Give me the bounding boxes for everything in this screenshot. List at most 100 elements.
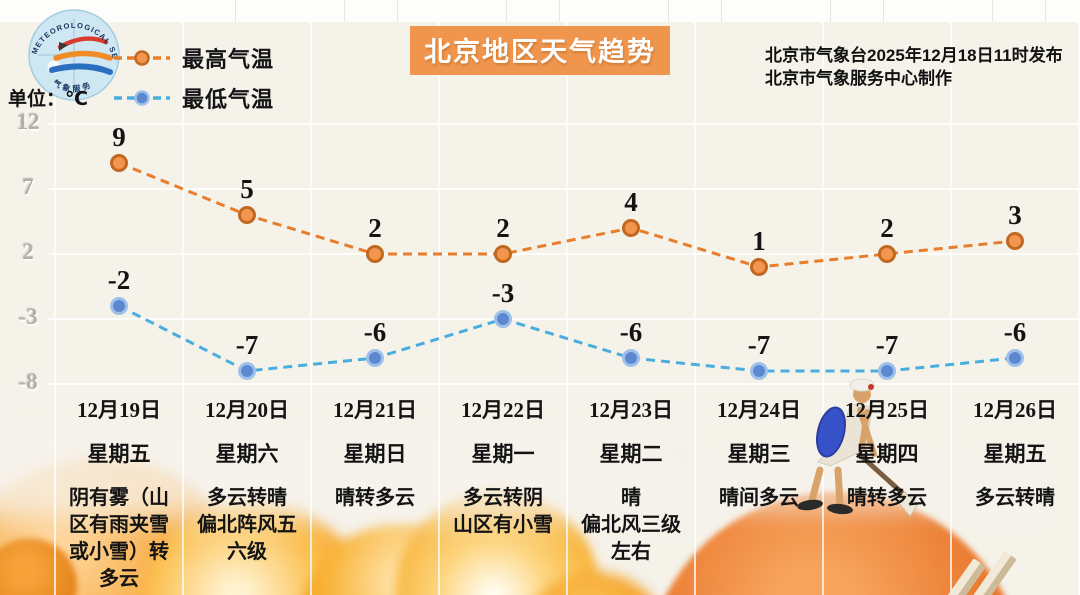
temp-value-label: -3 bbox=[492, 278, 515, 308]
logo-blue-swoosh bbox=[49, 63, 113, 75]
gridline bbox=[48, 318, 1080, 320]
legend-label: 最低气温 bbox=[182, 87, 275, 112]
figurine-leg bbox=[808, 466, 824, 504]
column-divider bbox=[438, 22, 440, 595]
day-date: 12月21日 bbox=[333, 398, 417, 422]
logo-arrow bbox=[59, 42, 68, 51]
temp-point bbox=[110, 154, 128, 172]
day-weekday: 星期五 bbox=[983, 443, 1047, 466]
temp-value-label: -2 bbox=[108, 265, 131, 295]
legend-swatch bbox=[114, 90, 170, 106]
day-weather: 晴 偏北风三级左右 bbox=[581, 487, 681, 563]
y-tick-label: -8 bbox=[18, 369, 38, 394]
top-strip-line bbox=[344, 0, 345, 22]
day-weekday: 星期二 bbox=[599, 443, 663, 466]
day-weather: 晴转多云 bbox=[335, 487, 415, 509]
temp-line bbox=[118, 304, 1016, 373]
top-strip-line bbox=[397, 0, 398, 22]
day-column: 12月23日 星期二晴 偏北风三级左右 bbox=[567, 394, 695, 593]
day-column: 12月21日 星期日晴转多云 bbox=[311, 394, 439, 593]
top-strip-line bbox=[559, 0, 560, 22]
temp-value-label: 2 bbox=[496, 213, 510, 243]
temp-value-label: -6 bbox=[1004, 317, 1027, 347]
temp-point bbox=[494, 310, 512, 328]
temp-point bbox=[1006, 232, 1024, 250]
figurine-shoe bbox=[797, 499, 823, 511]
gridline bbox=[48, 123, 1080, 125]
top-strip-line bbox=[883, 0, 884, 22]
temp-point bbox=[1006, 349, 1024, 367]
top-strip-line bbox=[992, 0, 993, 22]
day-weekday: 星期日 bbox=[343, 443, 407, 466]
temp-value-label: 1 bbox=[752, 226, 766, 256]
meteorological-service-logo: METEOROLOGICAL SERVICE 气象服务 bbox=[26, 7, 120, 101]
day-weekday: 星期一 bbox=[471, 443, 535, 466]
top-strip-line bbox=[721, 0, 722, 22]
day-columns: 12月19日 星期五 阴有雾（山区有雨夹雪或小雪）转多云 12月20日 星期六 多云转晴 … bbox=[55, 394, 1079, 593]
column-divider bbox=[822, 22, 824, 595]
legend-swatch bbox=[114, 50, 170, 66]
figurine-bag bbox=[816, 406, 846, 458]
day-column: 12月24日 星期三 晴间多云 bbox=[695, 394, 823, 593]
day-column: 12月22日 星期一多云转阴 山区有小雪 bbox=[439, 394, 567, 593]
temp-value-label: -6 bbox=[620, 317, 643, 347]
day-column: 12月20日 星期六 多云转晴 偏北阵风五六级 bbox=[183, 394, 311, 593]
day-date: 12月24日 bbox=[717, 398, 801, 422]
legend-item: 最低气温 bbox=[113, 82, 274, 114]
temp-point bbox=[238, 206, 256, 224]
temp-point bbox=[366, 245, 384, 263]
top-strip-line bbox=[235, 0, 236, 22]
gridline bbox=[48, 383, 1080, 385]
temp-point bbox=[494, 245, 512, 263]
day-date: 12月25日 bbox=[845, 398, 929, 422]
gridline bbox=[48, 188, 1080, 190]
gridline bbox=[48, 253, 1080, 255]
day-date: 12月22日 bbox=[461, 398, 545, 422]
temp-point bbox=[878, 245, 896, 263]
produced-line: 北京市气象服务中心制作 bbox=[765, 69, 952, 88]
temp-value-label: 4 bbox=[624, 187, 638, 217]
day-weekday: 星期三 bbox=[727, 443, 791, 466]
temp-value-label: -6 bbox=[364, 317, 387, 347]
legend-marker bbox=[134, 50, 150, 66]
temp-value-label: 3 bbox=[1008, 200, 1022, 230]
day-weather: 阴有雾（山区有雨夹雪或小雪）转多云 bbox=[69, 487, 169, 590]
temp-point bbox=[622, 349, 640, 367]
temp-value-label: 9 bbox=[112, 122, 126, 152]
hoe-handle bbox=[845, 441, 913, 503]
top-strip-line bbox=[668, 0, 669, 22]
figurine-cap bbox=[849, 378, 875, 392]
day-weather: 多云转晴 bbox=[975, 487, 1055, 509]
temp-point bbox=[366, 349, 384, 367]
column-divider bbox=[694, 22, 696, 595]
temp-value-label: 2 bbox=[368, 213, 382, 243]
temp-value-label: -7 bbox=[236, 330, 259, 360]
hoe-blade bbox=[897, 491, 919, 517]
chart-legend: 最高气温最低气温 bbox=[113, 42, 274, 122]
temp-point bbox=[238, 362, 256, 380]
legend-item: 最高气温 bbox=[113, 42, 274, 74]
temp-point bbox=[750, 258, 768, 276]
fog-overlay bbox=[0, 425, 660, 520]
column-divider bbox=[566, 22, 568, 595]
figurine-shoe bbox=[827, 503, 853, 515]
day-weather: 晴转多云 bbox=[847, 487, 927, 509]
figurine-cap-badge bbox=[868, 384, 874, 390]
day-weather: 多云转阴 山区有小雪 bbox=[453, 487, 553, 536]
day-column: 12月26日 星期五 多云转晴 bbox=[951, 394, 1079, 593]
legend-marker bbox=[134, 90, 150, 106]
column-divider bbox=[54, 22, 56, 595]
day-column: 12月19日 星期五 阴有雾（山区有雨夹雪或小雪）转多云 bbox=[55, 394, 183, 593]
issued-line: 北京市气象台2025年12月18日11时发布 bbox=[765, 46, 1063, 65]
day-weekday: 星期四 bbox=[855, 443, 919, 466]
temp-value-label: -7 bbox=[876, 330, 899, 360]
day-date: 12月23日 bbox=[589, 398, 673, 422]
day-weekday: 星期六 bbox=[215, 443, 279, 466]
top-strip-line bbox=[1045, 0, 1046, 22]
day-weekday: 星期五 bbox=[87, 443, 151, 466]
top-strip-line bbox=[506, 0, 507, 22]
temp-value-label: 2 bbox=[880, 213, 894, 243]
